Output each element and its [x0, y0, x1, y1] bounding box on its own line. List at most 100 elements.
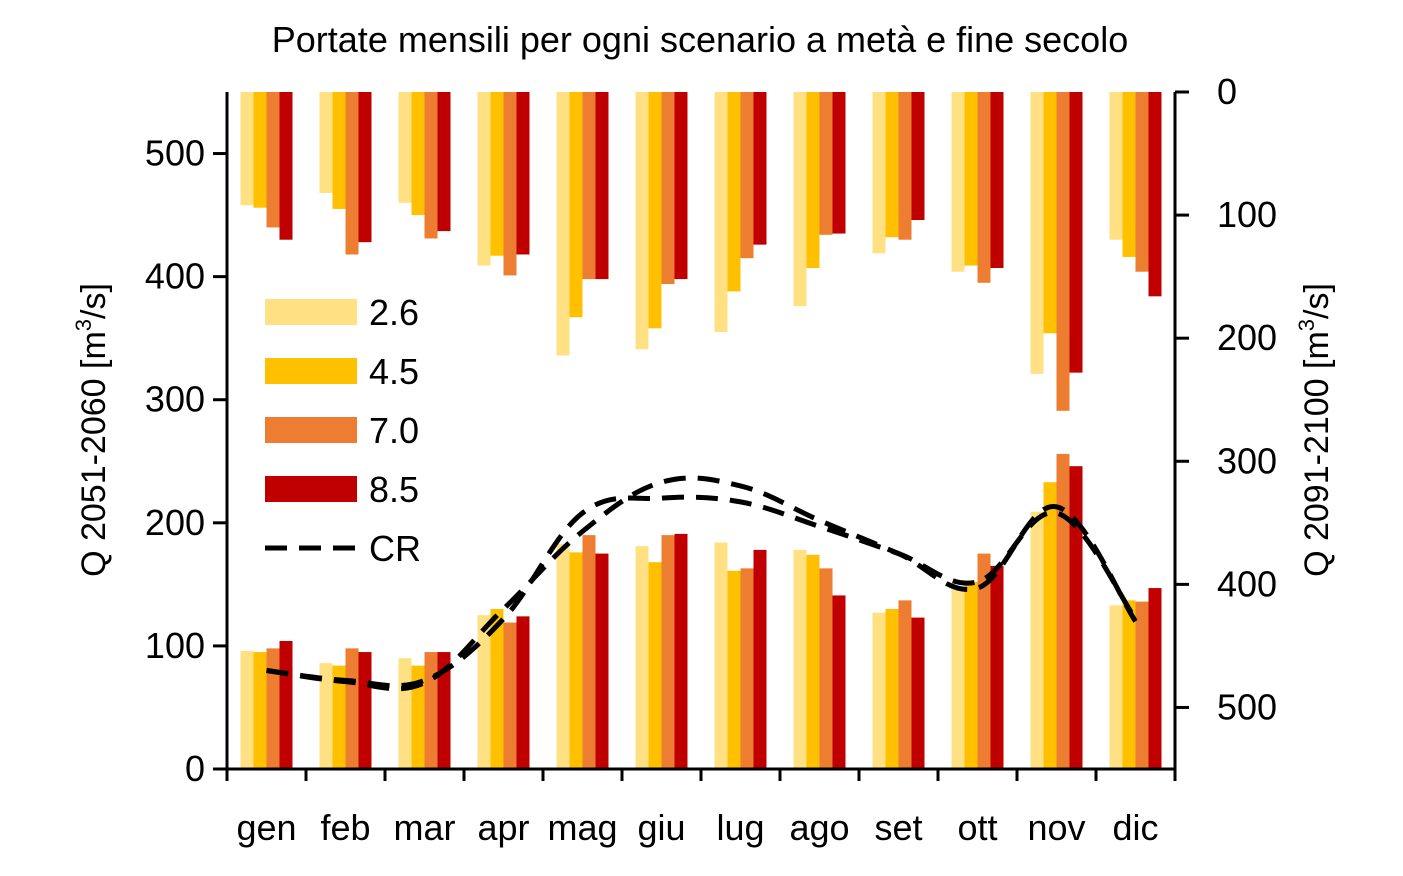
bar-end-2_6-giu — [635, 92, 649, 350]
legend-label-7_0: 7.0 — [369, 410, 419, 451]
bar-mid-4_5-dic — [1122, 600, 1136, 769]
bar-end-8_5-lug — [753, 92, 767, 245]
x-axis-category-label-mag: mag — [547, 807, 617, 848]
left-axis-title-suffix: /s] — [75, 283, 113, 319]
bar-mid-2_6-ago — [793, 549, 807, 769]
bar-end-2_6-dic — [1109, 92, 1123, 240]
bar-end-8_5-giu — [674, 92, 688, 280]
bar-mid-2_6-mag — [556, 543, 570, 769]
bar-mid-8_5-feb — [358, 652, 372, 769]
bar-mid-2_6-apr — [477, 615, 491, 769]
bar-mid-4_5-mar — [411, 665, 425, 769]
x-axis-category-label-lug: lug — [716, 807, 764, 848]
bar-end-4_5-giu — [648, 92, 662, 329]
legend-label-8_5: 8.5 — [369, 469, 419, 510]
left-axis-tick-label: 0 — [185, 748, 205, 789]
bar-mid-2_6-gen — [240, 650, 254, 769]
legend-swatch-4_5 — [265, 358, 357, 384]
x-axis-category-label-ott: ott — [957, 807, 997, 848]
bar-mid-8_5-dic — [1148, 588, 1162, 769]
bar-end-4_5-mag — [569, 92, 583, 318]
bar-end-4_5-ago — [806, 92, 820, 269]
bar-end-7_0-set — [898, 92, 912, 240]
bar-end-7_0-giu — [661, 92, 675, 285]
bar-mid-7_0-nov — [1056, 453, 1070, 769]
bar-end-8_5-ago — [832, 92, 846, 234]
bar-mid-2_6-ott — [951, 588, 965, 769]
left-axis-title-sup: 3 — [71, 319, 96, 331]
bar-mid-8_5-giu — [674, 533, 688, 769]
bar-end-2_6-lug — [714, 92, 728, 333]
bar-mid-2_6-nov — [1030, 511, 1044, 769]
x-axis-category-label-dic: dic — [1112, 807, 1158, 848]
bar-end-4_5-set — [885, 92, 899, 238]
legend-label-2_6: 2.6 — [369, 292, 419, 333]
right-axis-tick-label: 0 — [1217, 71, 1237, 112]
bar-mid-4_5-nov — [1043, 482, 1057, 769]
bar-mid-8_5-ott — [990, 565, 1004, 769]
x-axis-category-label-set: set — [874, 807, 922, 848]
cr-lines-layer — [266, 475, 1138, 692]
bar-end-7_0-mar — [424, 92, 438, 239]
bar-end-2_6-mag — [556, 92, 570, 356]
bar-end-8_5-dic — [1148, 92, 1162, 297]
cr-line-end-century — [266, 494, 1138, 689]
bar-end-7_0-ott — [977, 92, 991, 283]
right-axis-tick-label: 100 — [1217, 194, 1277, 235]
x-axis-category-label-ago: ago — [789, 807, 849, 848]
left-axis-tick-label: 300 — [145, 379, 205, 420]
right-axis-tick-label: 300 — [1217, 440, 1277, 481]
bar-mid-7_0-feb — [345, 648, 359, 769]
bar-mid-8_5-gen — [279, 640, 293, 769]
bar-end-8_5-gen — [279, 92, 293, 240]
bar-end-4_5-apr — [490, 92, 504, 256]
right-axis-tick-label: 500 — [1217, 686, 1277, 727]
bar-end-4_5-nov — [1043, 92, 1057, 334]
x-axis-category-label-nov: nov — [1027, 807, 1085, 848]
bar-mid-7_0-giu — [661, 535, 675, 769]
bar-end-7_0-gen — [266, 92, 280, 228]
bar-mid-7_0-dic — [1135, 601, 1149, 769]
bar-end-8_5-nov — [1069, 92, 1083, 373]
bar-end-2_6-apr — [477, 92, 491, 266]
legend-swatch-2_6 — [265, 299, 357, 325]
bar-mid-7_0-set — [898, 600, 912, 769]
right-axis-title-suffix: /s] — [1298, 283, 1336, 319]
bar-end-7_0-mag — [582, 92, 596, 280]
bar-mid-7_0-gen — [266, 648, 280, 769]
bar-mid-7_0-mag — [582, 535, 596, 769]
bar-end-8_5-mag — [595, 92, 609, 280]
left-axis-tick-label: 200 — [145, 502, 205, 543]
legend-swatch-7_0 — [265, 417, 357, 443]
bar-end-2_6-ago — [793, 92, 807, 307]
bar-end-4_5-gen — [253, 92, 267, 208]
bar-end-7_0-dic — [1135, 92, 1149, 272]
bar-mid-7_0-mar — [424, 652, 438, 769]
bar-mid-4_5-feb — [332, 665, 346, 769]
bar-end-2_6-mar — [398, 92, 412, 203]
bar-end-2_6-gen — [240, 92, 254, 206]
left-axis-tick-label: 500 — [145, 133, 205, 174]
x-axis-category-label-feb: feb — [320, 807, 370, 848]
left-axis-title-prefix: Q 2051-2060 [m — [75, 331, 113, 577]
bar-end-2_6-nov — [1030, 92, 1044, 374]
bar-mid-4_5-mag — [569, 552, 583, 769]
bar-mid-4_5-apr — [490, 608, 504, 769]
x-axis-category-label-gen: gen — [236, 807, 296, 848]
bar-end-8_5-ott — [990, 92, 1004, 269]
bar-mid-8_5-ago — [832, 595, 846, 769]
bar-end-8_5-mar — [437, 92, 451, 232]
right-axis-tick-label: 400 — [1217, 563, 1277, 604]
left-axis-tick-label: 100 — [145, 625, 205, 666]
bar-mid-7_0-apr — [503, 622, 517, 769]
bar-mid-8_5-nov — [1069, 466, 1083, 769]
bar-mid-4_5-lug — [727, 570, 741, 769]
bar-mid-4_5-ott — [964, 581, 978, 769]
bar-mid-8_5-mar — [437, 652, 451, 769]
bar-end-4_5-mar — [411, 92, 425, 216]
bar-end-4_5-lug — [727, 92, 741, 292]
left-axis-tick-label: 400 — [145, 256, 205, 297]
